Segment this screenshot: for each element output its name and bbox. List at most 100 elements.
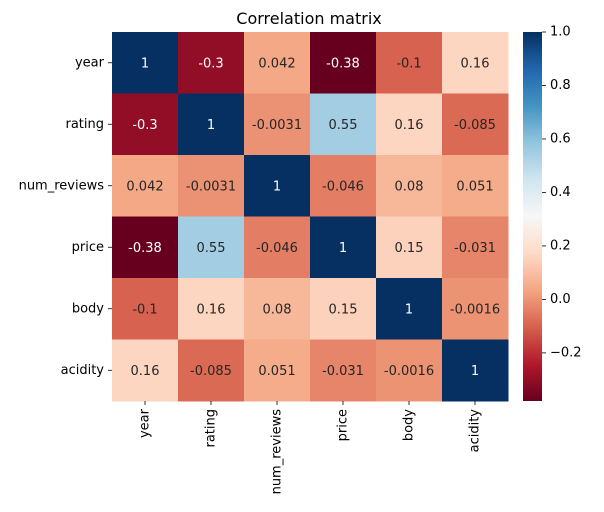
heatmap-cell	[442, 155, 509, 217]
x-tick-label: acidity	[468, 409, 483, 453]
heatmap-cell	[178, 339, 245, 402]
cell-value-label: -0.38	[326, 56, 360, 71]
cell-value-label: 1	[141, 56, 149, 71]
cell-value-label: -0.0031	[186, 179, 236, 194]
cell-value-label: -0.085	[190, 364, 232, 379]
heatmap-cell	[244, 155, 311, 217]
cell-value-label: -0.3	[198, 56, 223, 71]
heatmap-cell	[376, 339, 443, 402]
heatmap-cell	[178, 155, 245, 217]
cell-value-label: -0.031	[322, 364, 364, 379]
cell-value-label: 0.042	[258, 56, 295, 71]
heatmap-cell	[178, 93, 245, 156]
cell-value-label: 0.051	[258, 364, 295, 379]
heatmap-cell	[310, 216, 377, 279]
heatmap-cell	[310, 93, 377, 156]
heatmap-cell	[310, 339, 377, 402]
heatmap-cell	[112, 339, 179, 402]
heatmap-cell	[442, 32, 509, 94]
cell-value-label: -0.1	[396, 56, 421, 71]
cell-value-label: 0.16	[461, 56, 490, 71]
heatmap-cell	[178, 216, 245, 279]
heatmap-cell	[376, 32, 443, 94]
cell-value-label: 0.15	[329, 302, 358, 317]
cell-value-label: -0.085	[454, 118, 496, 133]
x-axis-tick-labels: year rating num_reviews price body acidity	[138, 401, 483, 494]
heatmap-cell	[112, 32, 179, 94]
heatmap-cell	[310, 32, 377, 94]
heatmap-cell	[244, 278, 311, 340]
x-tick-label: rating	[204, 409, 219, 448]
cell-value-label: -0.1	[132, 302, 157, 317]
heatmap-cell	[310, 155, 377, 217]
cell-value-label: -0.0016	[384, 364, 434, 379]
y-tick-label: year	[75, 55, 105, 70]
colorbar-tick-label: 0.2	[550, 238, 571, 253]
heatmap-cell	[244, 216, 311, 279]
cell-value-label: 0.051	[456, 179, 493, 194]
cell-value-label: 0.55	[197, 241, 226, 256]
cell-value-label: 1	[273, 179, 281, 194]
cell-value-label: -0.3	[132, 118, 157, 133]
cell-value-label: 0.15	[395, 241, 424, 256]
colorbar-tick-label: 0.8	[550, 78, 571, 93]
y-tick-label: price	[72, 240, 104, 255]
heatmap-cell	[112, 93, 179, 156]
cell-value-label: 1	[339, 241, 347, 256]
colorbar-tick-label: −0.2	[550, 345, 582, 360]
heatmap-cell	[112, 216, 179, 279]
cell-value-label: -0.38	[128, 241, 162, 256]
cell-value-label: -0.0031	[252, 118, 302, 133]
cell-value-label: 0.16	[131, 364, 160, 379]
heatmap-cell	[376, 216, 443, 279]
cell-value-label: -0.0016	[450, 302, 500, 317]
heatmap-cell	[112, 278, 179, 340]
heatmap-cell	[310, 278, 377, 340]
y-tick-label: rating	[65, 117, 104, 132]
heatmap-cell	[244, 339, 311, 402]
cell-value-label: 0.55	[329, 118, 358, 133]
cell-value-label: 0.08	[263, 302, 292, 317]
heatmap-cell-labels: 1 -0.3 0.042 -0.38 -0.1 0.16 -0.3 1 -0.0031 0.55 0…	[126, 56, 500, 379]
cell-value-label: 1	[405, 302, 413, 317]
colorbar: −0.2 0.0 0.2 0.4 0.6 0.8 1.0	[523, 25, 582, 401]
heatmap-cell	[376, 93, 443, 156]
colorbar-tick-label: 0.0	[550, 292, 571, 307]
colorbar-tick-label: 0.6	[550, 131, 571, 146]
heatmap-cell	[442, 278, 509, 340]
cell-value-label: 0.16	[197, 302, 226, 317]
cell-value-label: 1	[207, 118, 215, 133]
chart-title: Correlation matrix	[236, 9, 381, 28]
cell-value-label: -0.046	[322, 179, 364, 194]
cell-value-label: -0.031	[454, 241, 496, 256]
heatmap-cell	[442, 339, 509, 402]
x-tick-label: year	[138, 408, 153, 438]
colorbar-gradient	[523, 32, 542, 401]
y-tick-label: num_reviews	[19, 178, 105, 193]
colorbar-tick-label: 1.0	[550, 25, 571, 40]
heatmap-cell	[244, 32, 311, 94]
heatmap-cell	[112, 155, 179, 217]
x-tick-label: num_reviews	[270, 409, 285, 495]
colorbar-tick-label: 0.4	[550, 185, 571, 200]
heatmap-cell	[244, 93, 311, 156]
heatmap-cell	[442, 93, 509, 156]
cell-value-label: 0.042	[126, 179, 163, 194]
heatmap-cell	[178, 32, 245, 94]
cell-value-label: 1	[471, 364, 479, 379]
cell-value-label: 0.16	[395, 118, 424, 133]
heatmap-cells	[112, 32, 509, 402]
y-tick-label: acidity	[61, 363, 105, 378]
x-tick-label: body	[402, 409, 417, 441]
cell-value-label: -0.046	[256, 241, 298, 256]
y-tick-label: body	[72, 301, 104, 316]
cell-value-label: 0.08	[395, 179, 424, 194]
heatmap-cell	[376, 278, 443, 340]
heatmap-cell	[178, 278, 245, 340]
x-tick-label: price	[336, 409, 351, 441]
heatmap-cell	[442, 216, 509, 279]
heatmap-cell	[376, 155, 443, 217]
